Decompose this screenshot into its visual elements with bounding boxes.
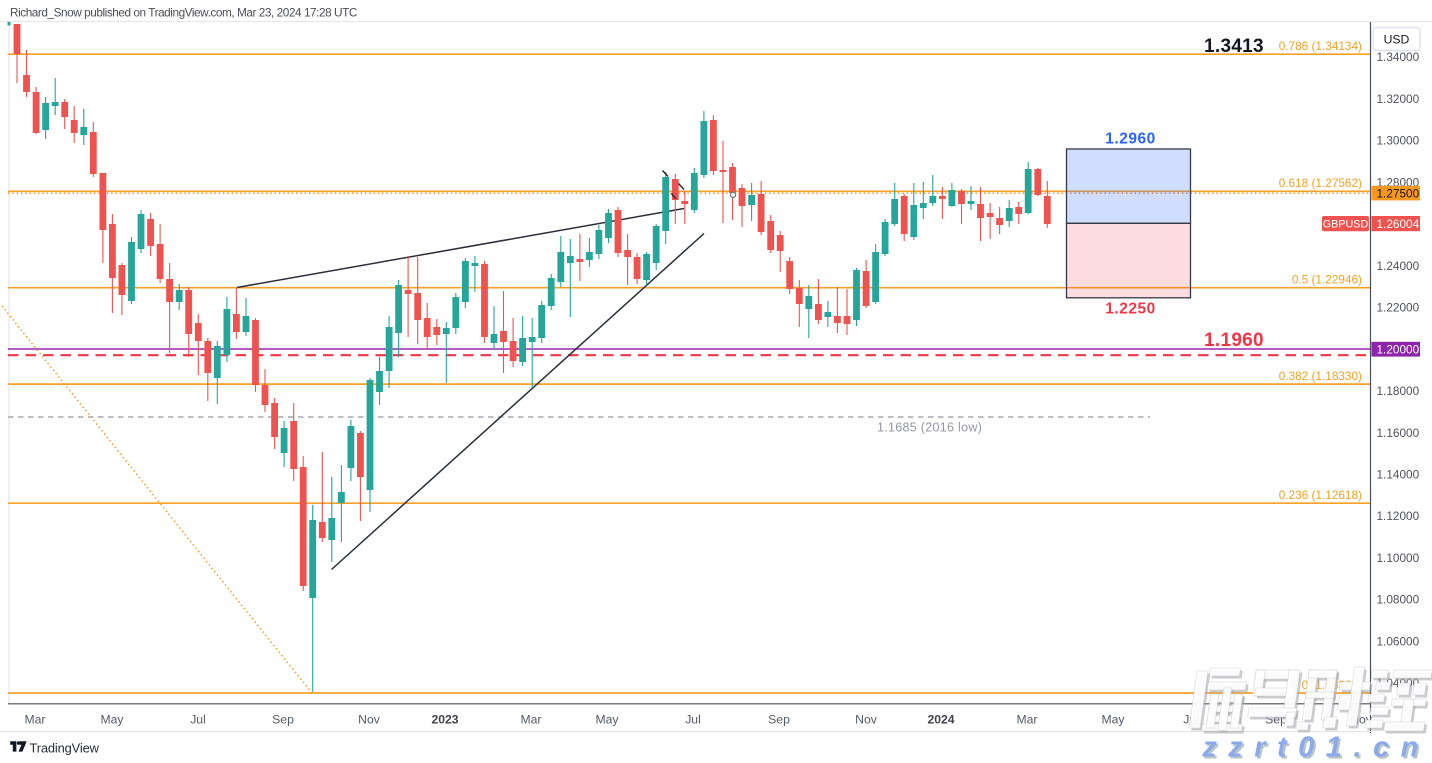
- svg-text:TradingView: TradingView: [30, 740, 100, 755]
- svg-text:zzrt01.cn: zzrt01.cn: [1203, 734, 1432, 763]
- svg-text:May: May: [100, 713, 124, 727]
- svg-text:Sep: Sep: [272, 713, 294, 727]
- svg-text:1.34000: 1.34000: [1377, 50, 1420, 64]
- svg-text:Richard_Snow published on Trad: Richard_Snow published on TradingView.co…: [10, 5, 358, 19]
- svg-text:1.1685 (2016 low): 1.1685 (2016 low): [877, 421, 982, 435]
- svg-text:1.2960: 1.2960: [1105, 131, 1155, 148]
- svg-text:zzrt01.cn: zzrt01.cn: [1201, 732, 1430, 763]
- svg-text:1.08000: 1.08000: [1377, 593, 1420, 607]
- svg-text:USD: USD: [1384, 33, 1410, 47]
- svg-text:1.32000: 1.32000: [1377, 92, 1420, 106]
- svg-text:1.06000: 1.06000: [1377, 634, 1420, 648]
- svg-text:1.3413: 1.3413: [1204, 36, 1264, 57]
- svg-text:0.786 (1.34134): 0.786 (1.34134): [1279, 39, 1362, 53]
- svg-text:1.22000: 1.22000: [1377, 301, 1420, 315]
- svg-text:Mar: Mar: [1017, 713, 1038, 727]
- svg-text:May: May: [1101, 713, 1125, 727]
- svg-text:1.10000: 1.10000: [1377, 551, 1420, 565]
- svg-text:0.5 (1.22946): 0.5 (1.22946): [1292, 273, 1362, 287]
- svg-text:Nov: Nov: [855, 713, 878, 727]
- svg-text:Jul: Jul: [190, 713, 206, 727]
- svg-text:1.16000: 1.16000: [1377, 426, 1420, 440]
- svg-text:0.236 (1.12618): 0.236 (1.12618): [1279, 488, 1362, 502]
- svg-text:Nov: Nov: [358, 713, 381, 727]
- svg-text:Sep: Sep: [768, 713, 790, 727]
- svg-text:1.1960: 1.1960: [1204, 330, 1264, 351]
- svg-text:2023: 2023: [431, 713, 458, 727]
- svg-text:1.20000: 1.20000: [1377, 342, 1420, 356]
- svg-text:0.382 (1.18330): 0.382 (1.18330): [1279, 369, 1362, 383]
- svg-text:1.14000: 1.14000: [1377, 468, 1420, 482]
- svg-text:Jul: Jul: [685, 713, 701, 727]
- svg-text:1.2250: 1.2250: [1105, 301, 1155, 318]
- svg-text:2024: 2024: [927, 713, 954, 727]
- svg-text:1.24000: 1.24000: [1377, 259, 1420, 273]
- svg-text:1.12000: 1.12000: [1377, 509, 1420, 523]
- svg-text:Mar: Mar: [521, 713, 542, 727]
- svg-text:0.618 (1.27562): 0.618 (1.27562): [1279, 176, 1362, 190]
- svg-text:1.26004: 1.26004: [1377, 217, 1420, 231]
- svg-text:Mar: Mar: [25, 713, 46, 727]
- svg-text:May: May: [595, 713, 619, 727]
- svg-text:1.30000: 1.30000: [1377, 134, 1420, 148]
- svg-text:1.27500: 1.27500: [1377, 186, 1420, 200]
- svg-text:GBPUSD: GBPUSD: [1323, 219, 1369, 231]
- svg-text:1.18000: 1.18000: [1377, 384, 1420, 398]
